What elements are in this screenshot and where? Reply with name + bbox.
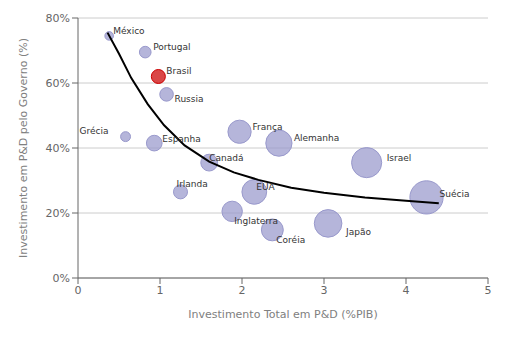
svg-text:Irlanda: Irlanda (177, 179, 208, 189)
svg-text:EUA: EUA (256, 182, 275, 192)
svg-text:60%: 60% (46, 77, 70, 90)
svg-text:México: México (113, 26, 145, 36)
svg-text:2: 2 (239, 284, 246, 297)
svg-text:Suécia: Suécia (440, 189, 470, 199)
svg-text:0%: 0% (53, 272, 70, 285)
svg-text:Japão: Japão (345, 227, 371, 237)
svg-text:Grécia: Grécia (80, 126, 109, 136)
svg-text:Espanha: Espanha (162, 134, 201, 144)
svg-text:Russia: Russia (175, 94, 204, 104)
svg-text:França: França (253, 122, 283, 132)
svg-text:80%: 80% (46, 12, 70, 25)
svg-text:Inglaterra: Inglaterra (234, 216, 278, 226)
svg-text:Brasil: Brasil (166, 66, 191, 76)
svg-text:0: 0 (75, 284, 82, 297)
svg-text:Alemanha: Alemanha (294, 133, 339, 143)
svg-text:40%: 40% (46, 142, 70, 155)
svg-text:3: 3 (321, 284, 328, 297)
svg-text:Investimento Total em P&D (%PI: Investimento Total em P&D (%PIB) (188, 308, 377, 321)
svg-text:Canadá: Canadá (209, 153, 243, 163)
svg-text:Coréia: Coréia (276, 235, 305, 245)
svg-text:5: 5 (485, 284, 492, 297)
svg-text:4: 4 (403, 284, 410, 297)
svg-text:Portugal: Portugal (153, 42, 190, 52)
svg-text:Israel: Israel (387, 153, 412, 163)
svg-text:20%: 20% (46, 207, 70, 220)
svg-text:Investimento em P&D pelo Gover: Investimento em P&D pelo Governo (%) (17, 38, 30, 258)
svg-text:1: 1 (157, 284, 164, 297)
